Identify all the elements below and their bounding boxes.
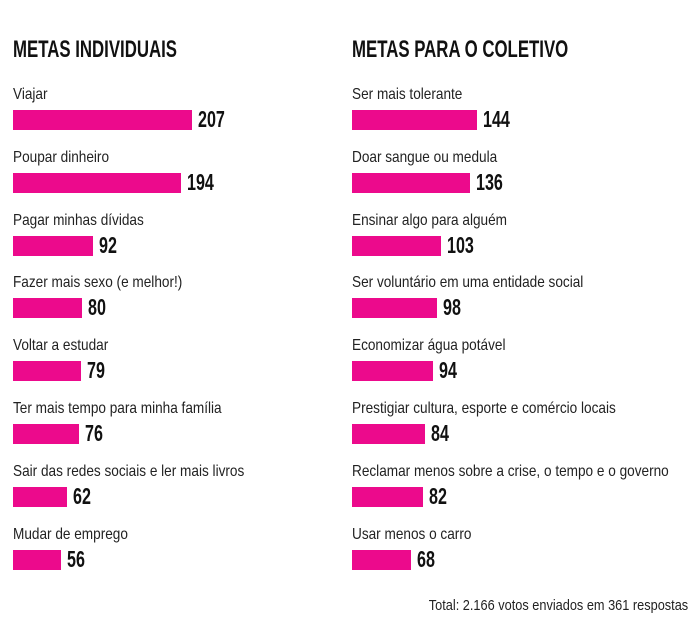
bar (352, 172, 470, 193)
value-label: 76 (84, 420, 103, 446)
category-label: Fazer mais sexo (e melhor!) (13, 274, 183, 292)
category-label: Sair das redes sociais e ler mais livros (13, 462, 245, 480)
value-label: 82 (428, 482, 447, 509)
value-label: 136 (475, 168, 503, 195)
value-label: 94 (439, 357, 458, 384)
value-label: 207 (198, 106, 225, 132)
value-label: 144 (482, 106, 510, 132)
category-label: Usar menos o carro (352, 525, 472, 543)
value-label: 62 (72, 482, 91, 509)
bar (13, 549, 62, 570)
chart-title-collective: METAS PARA O COLETIVO (352, 36, 569, 63)
value-label: 80 (88, 294, 107, 321)
bar (13, 361, 82, 382)
category-label: Viajar (13, 86, 48, 103)
bar (352, 110, 477, 130)
bar (352, 298, 437, 319)
bar (13, 298, 83, 319)
category-label: Mudar de emprego (13, 525, 128, 543)
bar (13, 235, 93, 256)
category-label: Ser mais tolerante (352, 86, 463, 103)
bar (352, 486, 423, 507)
bar (352, 361, 434, 382)
category-label: Reclamar menos sobre a crise, o tempo e … (352, 462, 669, 480)
category-label: Economizar água potável (352, 337, 506, 355)
bar (352, 424, 425, 444)
category-label: Ser voluntário em uma entidade social (352, 274, 584, 292)
value-label: 194 (186, 168, 214, 195)
bar (352, 549, 411, 570)
category-label: Pagar minhas dívidas (13, 211, 144, 229)
category-label: Ensinar algo para alguém (352, 211, 507, 229)
bar (13, 486, 67, 507)
value-label: 56 (67, 545, 86, 572)
value-label: 103 (447, 231, 474, 258)
chart-title-individual: METAS INDIVIDUAIS (13, 36, 177, 63)
bar (13, 172, 181, 193)
total-note: Total: 2.166 votos enviados em 361 respo… (428, 597, 688, 614)
bar (13, 424, 79, 444)
value-label: 68 (416, 545, 435, 572)
category-label: Doar sangue ou medula (352, 148, 498, 166)
bar (352, 235, 442, 256)
category-label: Voltar a estudar (13, 337, 109, 355)
value-label: 79 (87, 357, 106, 384)
category-label: Prestigiar cultura, esporte e comércio l… (352, 400, 616, 417)
category-label: Poupar dinheiro (13, 148, 110, 166)
bar (13, 110, 193, 130)
value-label: 92 (98, 231, 117, 258)
value-label: 84 (430, 420, 449, 446)
category-label: Ter mais tempo para minha família (13, 400, 222, 417)
value-label: 98 (442, 294, 461, 321)
